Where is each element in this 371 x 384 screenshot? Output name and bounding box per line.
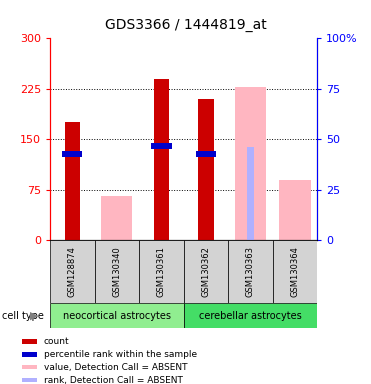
Bar bbox=[184, 303, 317, 328]
Text: GSM130363: GSM130363 bbox=[246, 246, 255, 297]
Text: cerebellar astrocytes: cerebellar astrocytes bbox=[199, 311, 302, 321]
Text: ▶: ▶ bbox=[30, 311, 38, 321]
Bar bbox=[235, 87, 266, 240]
Text: value, Detection Call = ABSENT: value, Detection Call = ABSENT bbox=[44, 363, 187, 372]
Bar bbox=[22, 353, 37, 356]
Bar bbox=[50, 240, 95, 303]
Text: GSM130361: GSM130361 bbox=[157, 246, 166, 297]
Bar bbox=[196, 151, 216, 157]
Text: GSM128874: GSM128874 bbox=[68, 246, 77, 297]
Bar bbox=[184, 240, 228, 303]
Text: GSM130364: GSM130364 bbox=[290, 246, 299, 297]
Text: percentile rank within the sample: percentile rank within the sample bbox=[44, 350, 197, 359]
Bar bbox=[154, 79, 169, 240]
Bar bbox=[22, 378, 37, 382]
Bar bbox=[139, 240, 184, 303]
Bar bbox=[228, 240, 273, 303]
Text: GDS3366 / 1444819_at: GDS3366 / 1444819_at bbox=[105, 18, 266, 32]
Bar bbox=[198, 99, 214, 240]
Text: count: count bbox=[44, 337, 69, 346]
Text: rank, Detection Call = ABSENT: rank, Detection Call = ABSENT bbox=[44, 376, 183, 384]
Bar bbox=[273, 240, 317, 303]
Bar bbox=[62, 151, 82, 157]
Bar bbox=[101, 196, 132, 240]
Bar bbox=[50, 303, 184, 328]
Bar bbox=[151, 143, 171, 149]
Bar bbox=[22, 365, 37, 369]
Text: neocortical astrocytes: neocortical astrocytes bbox=[63, 311, 171, 321]
Bar bbox=[22, 339, 37, 344]
Bar bbox=[95, 240, 139, 303]
Text: GSM130340: GSM130340 bbox=[112, 246, 121, 297]
Bar bbox=[279, 180, 311, 240]
Text: GSM130362: GSM130362 bbox=[201, 246, 210, 297]
Bar bbox=[65, 122, 80, 240]
Bar bbox=[247, 147, 255, 240]
Text: cell type: cell type bbox=[2, 311, 44, 321]
